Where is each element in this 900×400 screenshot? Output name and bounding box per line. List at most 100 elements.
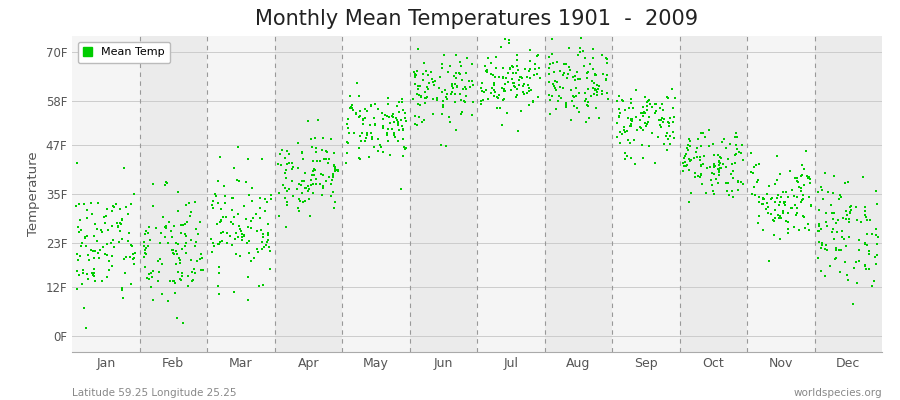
Point <box>870 200 885 207</box>
Point <box>397 143 411 150</box>
Point <box>683 158 698 164</box>
Point <box>110 220 124 226</box>
Point <box>832 246 846 253</box>
Point <box>599 72 614 78</box>
Point <box>396 127 410 133</box>
Point <box>418 94 432 101</box>
Point <box>122 254 137 261</box>
Point <box>284 160 299 166</box>
Point <box>712 172 726 178</box>
Point <box>522 68 536 74</box>
Point <box>104 208 119 214</box>
Point <box>623 140 637 147</box>
Point <box>448 98 463 105</box>
Point <box>167 290 182 296</box>
Point <box>426 111 440 117</box>
Point <box>544 110 558 117</box>
Point <box>484 71 499 77</box>
Point <box>298 198 312 204</box>
Point <box>435 61 449 68</box>
Point <box>812 238 826 245</box>
Point <box>231 144 246 150</box>
Point <box>98 250 112 257</box>
Bar <box>477 36 544 352</box>
Point <box>303 212 318 219</box>
Point <box>169 251 184 257</box>
Point <box>458 84 473 90</box>
Point <box>490 104 504 111</box>
Point <box>80 271 94 278</box>
Point <box>303 136 318 142</box>
Point <box>488 74 502 80</box>
Point <box>862 217 877 223</box>
Point <box>184 208 199 215</box>
Point <box>519 74 534 80</box>
Point <box>502 64 517 71</box>
Point <box>731 178 745 184</box>
Point <box>572 90 587 96</box>
Point <box>802 174 816 180</box>
Y-axis label: Temperature: Temperature <box>27 152 40 236</box>
Point <box>788 174 803 181</box>
Point <box>251 249 266 255</box>
Point <box>726 194 741 200</box>
Point <box>496 74 510 80</box>
Point <box>299 184 313 191</box>
Point <box>860 216 875 223</box>
Point <box>814 184 829 190</box>
Point <box>755 200 770 207</box>
Point <box>342 130 356 136</box>
Point <box>244 258 258 264</box>
Point <box>624 115 638 122</box>
Point <box>215 238 230 244</box>
Point <box>699 190 714 196</box>
Bar <box>342 36 410 352</box>
Point <box>205 248 220 255</box>
Point <box>694 162 708 168</box>
Point <box>760 200 774 206</box>
Point <box>119 254 133 260</box>
Point <box>713 154 727 160</box>
Point <box>160 298 175 304</box>
Point <box>112 228 127 234</box>
Point <box>500 70 515 76</box>
Point <box>781 194 796 200</box>
Point <box>328 168 342 174</box>
Point <box>328 166 342 172</box>
Point <box>624 121 638 127</box>
Point <box>223 232 238 239</box>
Point <box>488 89 502 96</box>
Point <box>851 258 866 264</box>
Point <box>796 192 810 198</box>
Point <box>517 81 531 87</box>
Point <box>867 278 881 284</box>
Point <box>277 155 292 161</box>
Point <box>250 228 265 234</box>
Point <box>416 71 430 77</box>
Point <box>432 85 446 92</box>
Point <box>86 272 100 278</box>
Point <box>842 234 857 240</box>
Point <box>124 280 139 287</box>
Point <box>160 180 175 186</box>
Point <box>668 95 682 102</box>
Point <box>480 69 494 75</box>
Point <box>158 223 173 230</box>
Point <box>162 219 176 225</box>
Point <box>171 208 185 214</box>
Point <box>188 226 202 232</box>
Point <box>590 92 605 98</box>
Point <box>464 112 479 119</box>
Point <box>365 136 380 142</box>
Point <box>662 136 676 143</box>
Point <box>781 210 796 216</box>
Point <box>850 280 864 287</box>
Point <box>167 222 182 229</box>
Point <box>314 192 328 199</box>
Point <box>817 273 832 279</box>
Point <box>104 240 119 246</box>
Point <box>503 66 517 72</box>
Point <box>444 91 458 97</box>
Point <box>569 85 583 91</box>
Point <box>620 137 634 143</box>
